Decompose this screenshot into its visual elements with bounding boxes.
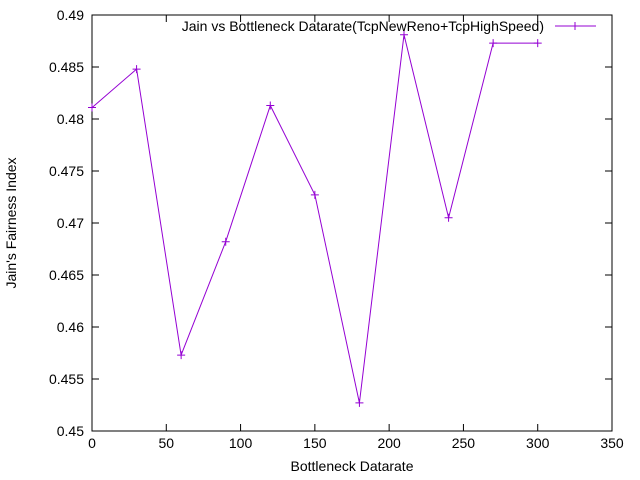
y-tick-label: 0.47 [57, 215, 84, 231]
data-point-marker [444, 213, 453, 222]
x-tick-label: 0 [88, 435, 96, 451]
y-tick-label: 0.49 [57, 7, 84, 23]
data-point-marker [177, 351, 186, 360]
y-tick-label: 0.46 [57, 319, 84, 335]
x-tick-label: 350 [600, 435, 624, 451]
data-point-marker [400, 30, 408, 39]
legend-marker [571, 22, 579, 30]
y-tick-label: 0.45 [57, 423, 84, 439]
data-point-marker [221, 237, 230, 246]
x-axis-ticks: 0 50 100 150 200 250 300 350 [88, 15, 624, 451]
data-point-marker [266, 101, 275, 110]
x-tick-label: 100 [229, 435, 253, 451]
x-tick-label: 150 [303, 435, 327, 451]
x-tick-label: 250 [452, 435, 476, 451]
series-line [91, 34, 538, 404]
y-tick-label: 0.465 [49, 267, 84, 283]
x-tick-label: 50 [158, 435, 174, 451]
y-tick-label: 0.485 [49, 59, 84, 75]
data-point-marker [132, 65, 141, 74]
data-point-marker [533, 39, 542, 48]
data-point-marker [355, 398, 364, 407]
data-point-marker [489, 39, 498, 48]
y-axis-ticks: 0.45 0.455 0.46 0.465 0.47 0.475 0.48 0.485 0.49 [49, 7, 612, 439]
x-tick-label: 300 [526, 435, 550, 451]
x-tick-label: 200 [377, 435, 401, 451]
y-axis-title: Jain's Fairness Index [3, 157, 19, 288]
data-point-marker [88, 103, 96, 112]
y-tick-label: 0.455 [49, 371, 84, 387]
x-axis-title: Bottleneck Datarate [291, 458, 414, 474]
legend: Jain vs Bottleneck Datarate(TcpNewReno+T… [182, 18, 596, 34]
series-layer [88, 30, 542, 407]
legend-label: Jain vs Bottleneck Datarate(TcpNewReno+T… [182, 18, 544, 34]
y-tick-label: 0.48 [57, 111, 84, 127]
y-tick-label: 0.475 [49, 163, 84, 179]
data-point-marker [310, 190, 319, 199]
